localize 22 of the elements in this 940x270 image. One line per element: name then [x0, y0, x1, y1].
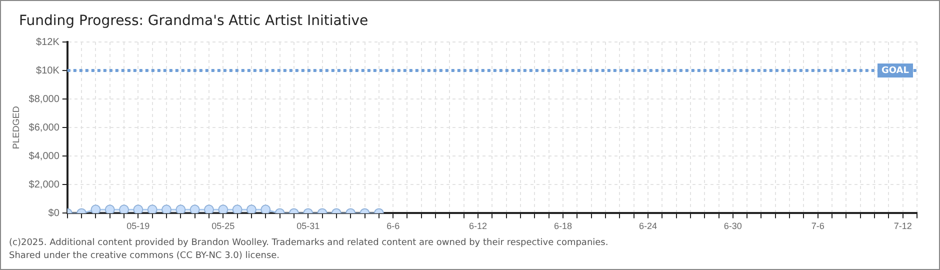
x-tick-label: 6-18 [554, 221, 572, 232]
x-tick-label: 7-6 [811, 221, 824, 232]
y-axis-title: PLEDGED [10, 106, 21, 150]
y-tick-label: $4,000 [28, 150, 60, 162]
text: Shared under the creative commons (CC BY-NC 3.0) license. [9, 250, 281, 263]
y-tick-label: $12K [36, 36, 60, 48]
text: (c)2025. Additional content provided by Brandon Woolley. Trademarks and related content are owned by their respective companies. [9, 237, 608, 250]
x-tick-label: 05-19 [126, 221, 150, 232]
x-tick-label: 6-24 [638, 221, 657, 232]
y-tick-label: $8,000 [28, 94, 60, 105]
x-tick-label: 6-12 [469, 221, 488, 232]
y-tick-label: $0 [48, 208, 60, 219]
chart-title: Funding Progress: Grandma's Attic Artist Initiative [19, 13, 368, 29]
x-tick-label: 05-25 [212, 221, 235, 232]
x-tick-label: 6-6 [386, 221, 400, 232]
y-tick-label: $2,000 [28, 179, 60, 190]
x-tick-label: 6-30 [724, 221, 742, 232]
x-tick-label: 7-12 [894, 221, 912, 232]
y-tick-label: $10K [36, 65, 60, 76]
ref-line-label: GOAL [882, 66, 910, 76]
x-tick-label: 05-31 [296, 221, 320, 232]
y-tick-label: $6,000 [28, 122, 60, 134]
